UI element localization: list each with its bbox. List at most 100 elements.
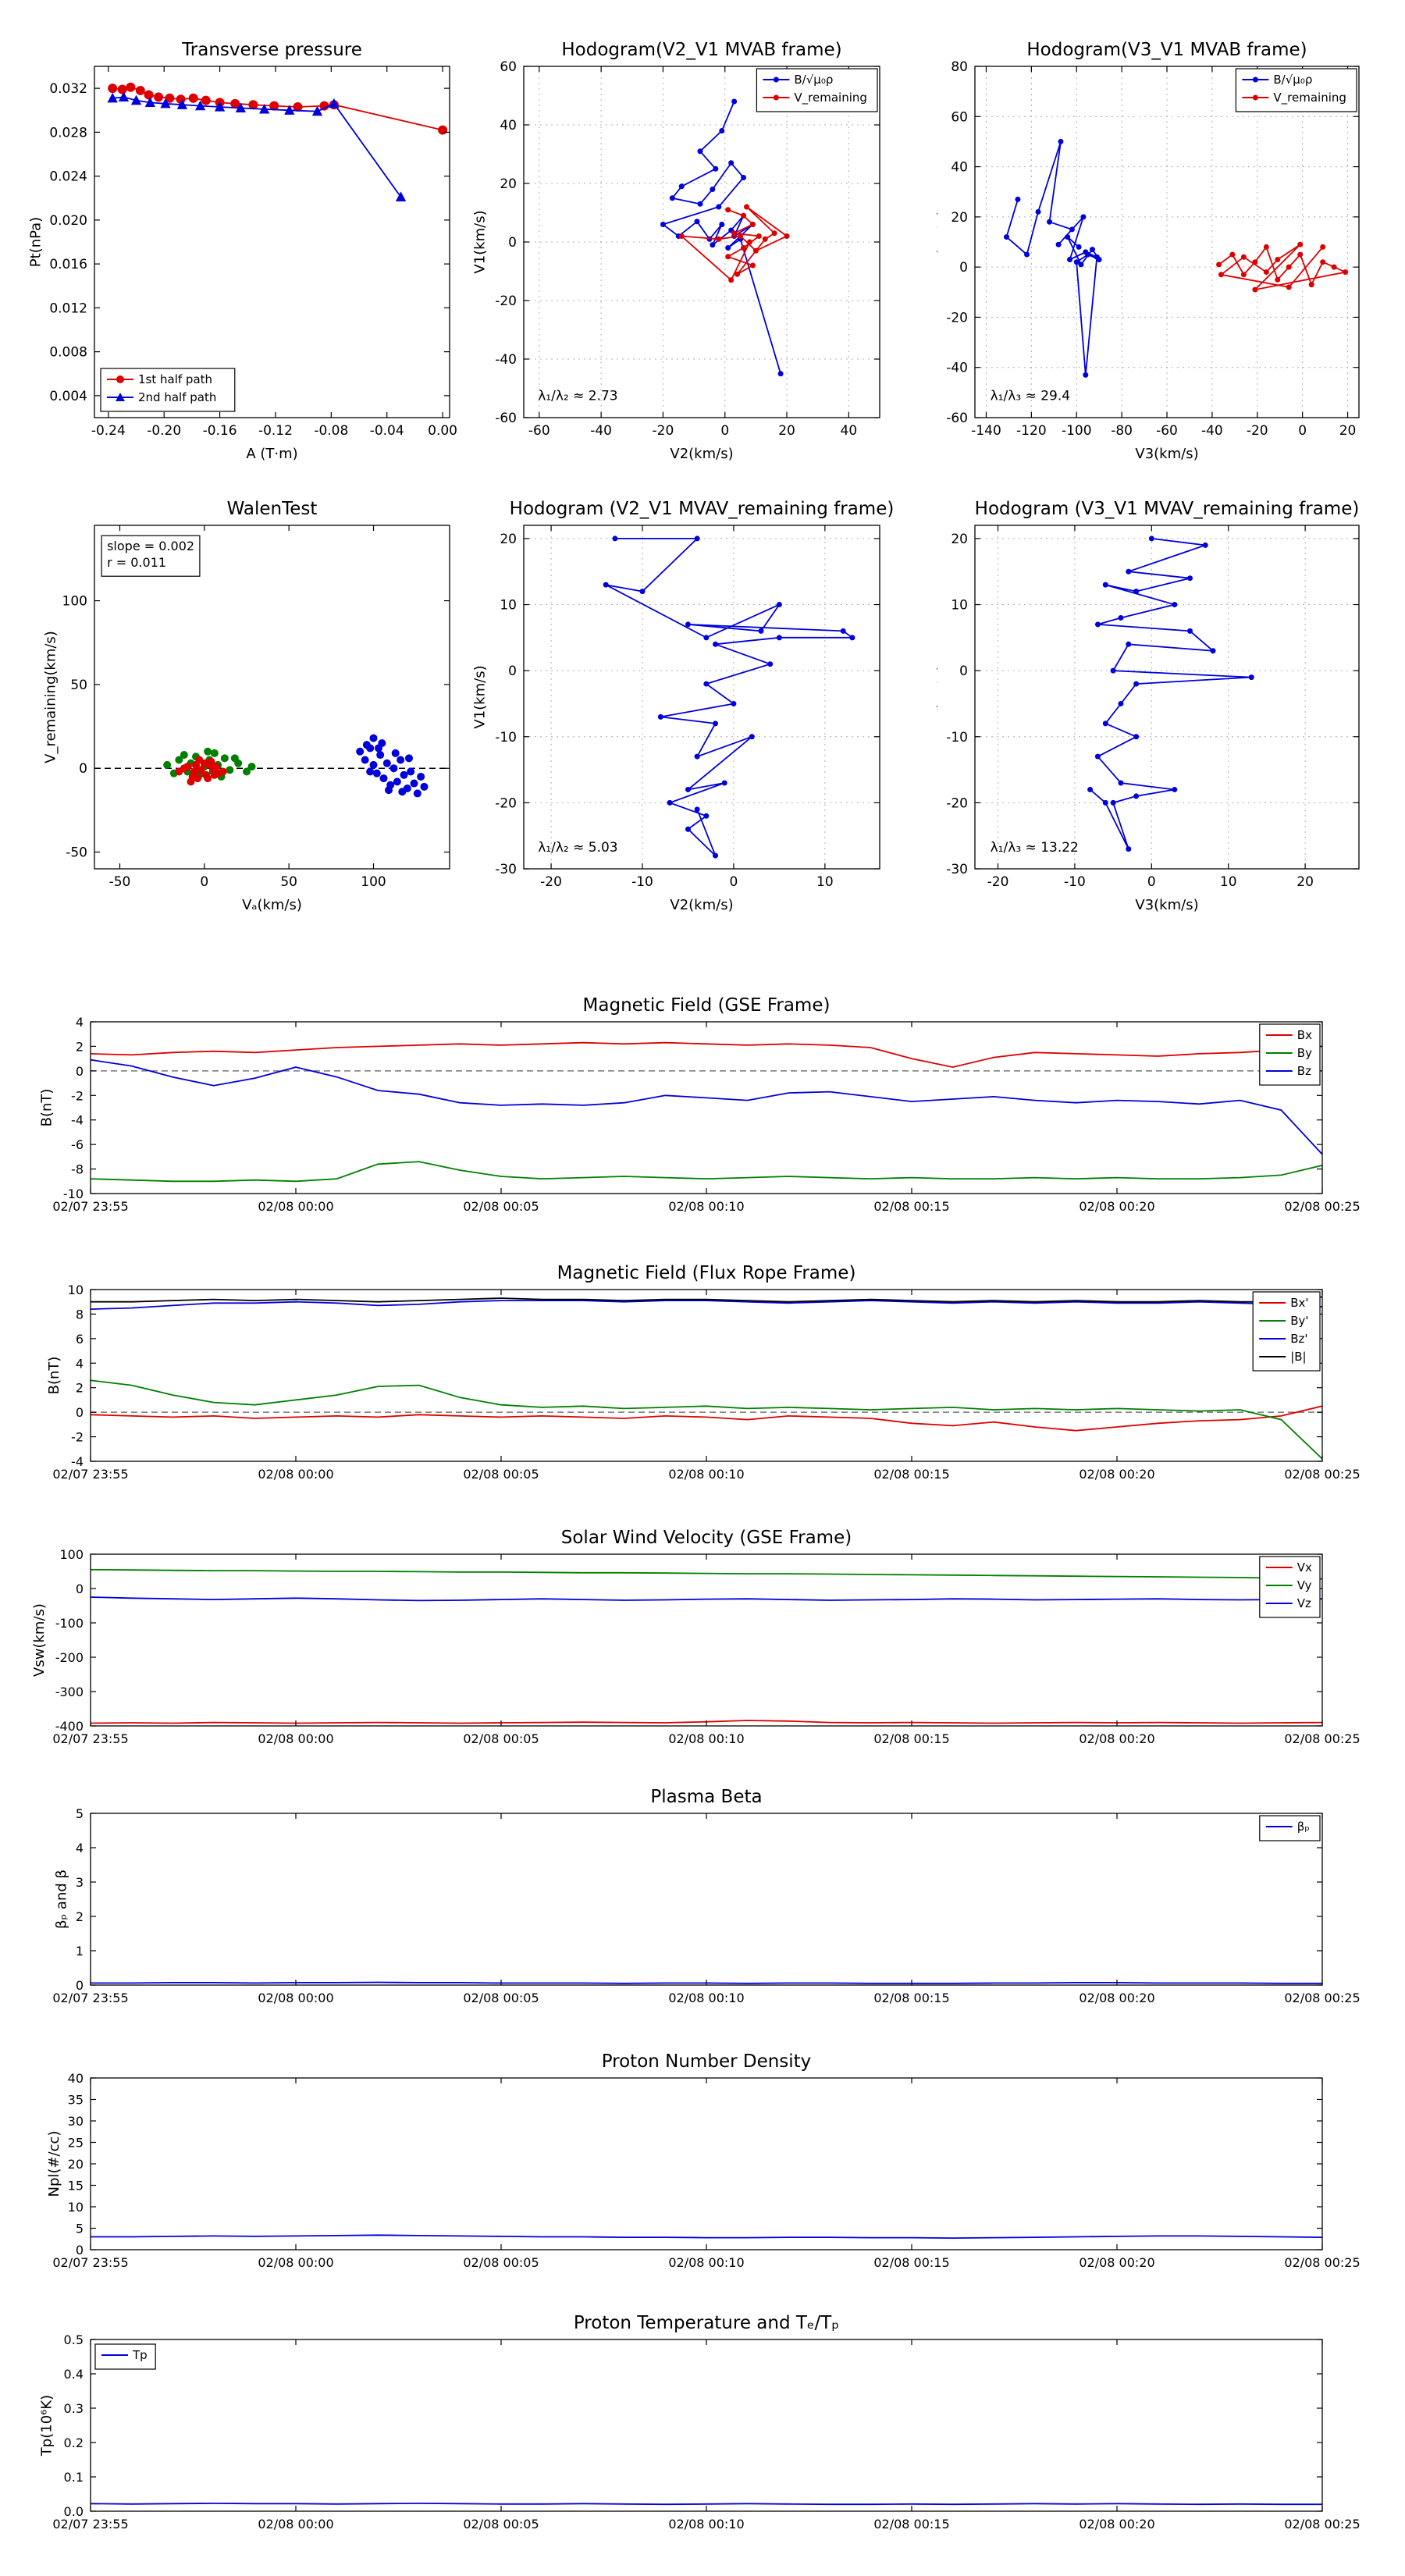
- marker: [749, 222, 756, 227]
- x-tick-label: 02/08 00:00: [258, 1467, 333, 1482]
- marker: [204, 747, 212, 756]
- marker: [752, 247, 759, 254]
- y-tick-label: 2: [76, 1039, 84, 1054]
- marker: [407, 767, 415, 776]
- y-tick-label: -20: [495, 294, 517, 309]
- marker: [746, 239, 752, 245]
- marker: [226, 766, 234, 774]
- x-tick-label: 02/08 00:10: [668, 1991, 744, 2005]
- marker: [1187, 628, 1193, 634]
- marker: [694, 535, 700, 542]
- legend-label: Bx': [1290, 1296, 1308, 1310]
- marker: [369, 734, 378, 742]
- x-tick-label: 20: [778, 423, 795, 439]
- marker: [395, 191, 407, 201]
- series-group: [91, 1568, 1322, 1724]
- y-tick-label: 0: [508, 235, 517, 251]
- marker: [1024, 251, 1030, 258]
- legend-label: B/√μ₀ρ: [794, 73, 833, 87]
- marker: [400, 770, 408, 779]
- x-tick-label: 02/08 00:10: [668, 2255, 744, 2270]
- series-line: [112, 96, 402, 197]
- marker: [194, 774, 202, 783]
- axes-frame: [90, 2339, 1323, 2512]
- marker: [725, 245, 731, 251]
- x-axis-label: A (T·m): [246, 446, 297, 462]
- series-line: [91, 1568, 1322, 1580]
- marker: [685, 621, 691, 628]
- x-tick-label: 02/08 00:25: [1284, 1991, 1360, 2005]
- y-tick-label: 0.024: [49, 169, 87, 185]
- x-tick-label: -60: [528, 423, 550, 439]
- y-tick-label: 40: [951, 160, 968, 176]
- legend-label: Tp: [132, 2348, 148, 2362]
- y-axis-label: B(nT): [46, 1357, 62, 1395]
- x-tick-label: 40: [841, 423, 858, 439]
- x-tick-label: 20: [1339, 423, 1357, 439]
- marker: [108, 84, 118, 94]
- legend: βₚ: [1259, 1815, 1321, 1841]
- x-axis-label: V3(km/s): [1135, 446, 1198, 462]
- x-tick-label: 02/08 00:20: [1079, 1731, 1154, 1746]
- y-tick-label: -10: [495, 730, 517, 745]
- legend: Bx' By' Bz' |B|: [1252, 1291, 1321, 1372]
- x-tick-label: 02/08 00:15: [873, 1731, 949, 1746]
- marker: [1216, 262, 1222, 268]
- marker: [144, 90, 154, 100]
- marker: [1263, 244, 1269, 250]
- y-tick-label: 1: [76, 1944, 84, 1959]
- y-tick-label: 0.008: [49, 345, 87, 361]
- marker: [269, 101, 279, 111]
- y-tick-label: 35: [68, 2093, 84, 2108]
- marker: [259, 103, 270, 114]
- y-tick-label: 0.5: [64, 2332, 84, 2347]
- marker: [1248, 674, 1254, 681]
- marker: [1240, 254, 1247, 260]
- series-group: [91, 2234, 1322, 2240]
- series-group: [163, 734, 429, 798]
- y-tick-label: 0: [508, 664, 517, 679]
- x-tick-label: -50: [109, 874, 131, 890]
- marker: [767, 661, 774, 667]
- legend-label: Bx: [1297, 1028, 1312, 1042]
- x-tick-label: 02/08 00:25: [1284, 2517, 1360, 2532]
- plot-svg: -50 0 50 100 -50 0 50 100 WalenTest Vₐ(km/s) V_rem…: [43, 499, 450, 913]
- marker: [1148, 535, 1154, 542]
- marker: [710, 242, 716, 248]
- marker: [180, 764, 188, 773]
- legend: Vx Vy Vz: [1259, 1556, 1321, 1618]
- marker: [417, 772, 425, 781]
- y-axis-label: Npl(#/cc): [46, 2131, 62, 2197]
- marker: [1118, 614, 1124, 621]
- x-tick-label: 0: [200, 874, 208, 890]
- x-tick-label: 10: [1220, 874, 1237, 890]
- legend-label: V_remaining: [794, 91, 867, 105]
- marker: [694, 219, 700, 225]
- marker: [1089, 247, 1095, 253]
- marker: [710, 187, 716, 192]
- y-tick-label: 100: [59, 1547, 84, 1562]
- y-axis-label: V1(km/s): [472, 665, 489, 728]
- y-tick-label: 0.2: [64, 2435, 84, 2450]
- marker: [743, 204, 749, 210]
- marker: [366, 767, 375, 776]
- y-tick-label: -8: [71, 1162, 84, 1177]
- marker: [243, 767, 251, 776]
- marker: [356, 747, 365, 756]
- axes-frame: [90, 1021, 1323, 1194]
- marker: [207, 757, 215, 766]
- marker: [762, 236, 768, 242]
- x-tick-label: 02/08 00:15: [873, 1199, 949, 1214]
- y-tick-label: 0.004: [49, 389, 87, 404]
- marker: [1083, 372, 1089, 378]
- marker: [1110, 667, 1116, 674]
- marker: [126, 82, 136, 92]
- series-group: [1087, 535, 1254, 852]
- panel-magnetic-field-fluxrope: 02/07 23:55 02/08 00:00 02/08 00:05 02/08 0…: [0, 1243, 1405, 1485]
- x-tick-label: 0: [730, 874, 738, 890]
- marker: [1202, 542, 1208, 548]
- legend: 1st half path 2nd half path: [100, 368, 236, 412]
- marker: [188, 93, 198, 103]
- panel-walen-test: -50 0 50 100 -50 0 50 100 WalenTest Vₐ(km/s) V_rem…: [0, 480, 468, 956]
